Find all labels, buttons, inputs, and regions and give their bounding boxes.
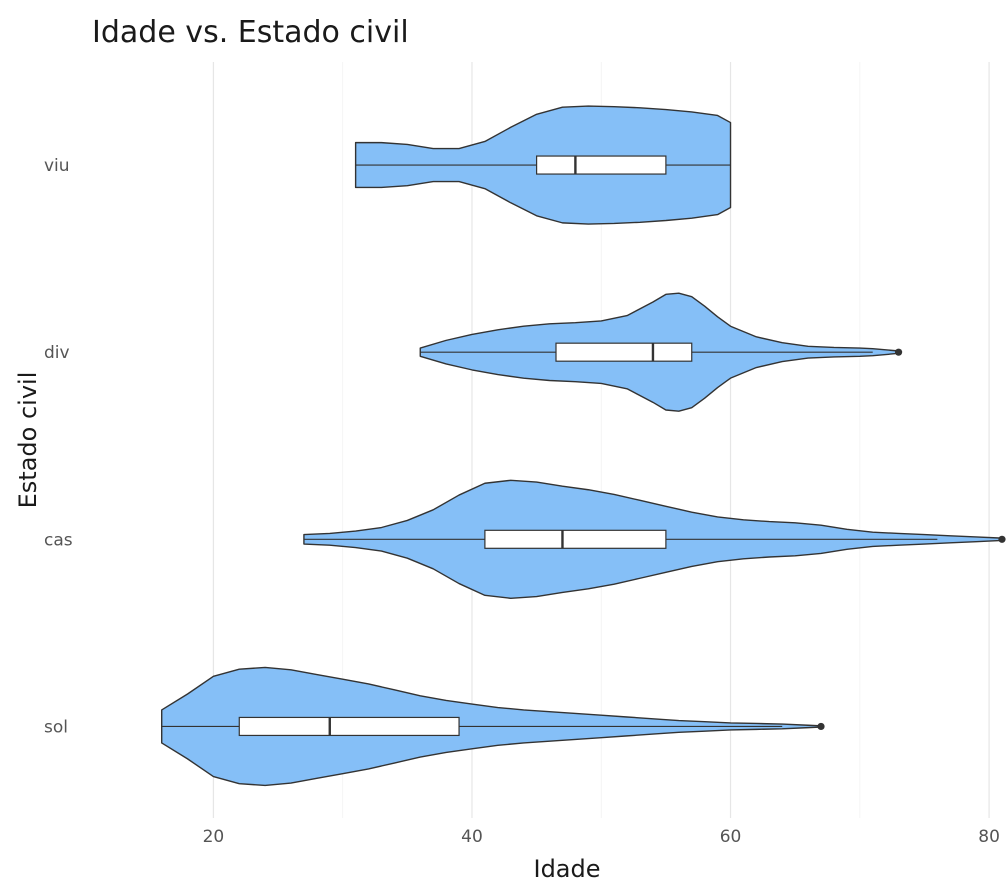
box-cas: [484, 529, 667, 549]
y-tick-label-cas: cas: [44, 530, 73, 550]
violin-viu: [354, 105, 732, 225]
violin-sol: [161, 666, 825, 787]
violin-div: [419, 292, 903, 412]
x-tick-labels: 20 40 60 80: [203, 827, 1000, 847]
x-tick-label: 80: [978, 827, 1000, 847]
outlier-sol: [817, 722, 825, 731]
box-div: [555, 342, 693, 362]
violin-cas: [303, 479, 1006, 600]
outlier-cas: [998, 535, 1006, 543]
chart-title: Idade vs. Estado civil: [92, 15, 409, 50]
x-tick-label: 60: [720, 827, 742, 847]
x-tick-label: 20: [203, 827, 225, 847]
x-tick-label: 40: [461, 827, 483, 847]
x-axis-title: Idade: [533, 855, 600, 883]
y-tick-label-div: div: [44, 343, 70, 363]
y-tick-label-sol: sol: [44, 717, 68, 737]
violins: [161, 105, 1006, 787]
outlier-div: [894, 348, 903, 356]
y-tick-label-viu: viu: [44, 156, 70, 176]
y-axis-title: Estado civil: [14, 372, 42, 509]
box-sol: [238, 716, 460, 737]
y-tick-labels: sol cas div viu: [44, 156, 73, 737]
box-viu: [536, 155, 667, 175]
